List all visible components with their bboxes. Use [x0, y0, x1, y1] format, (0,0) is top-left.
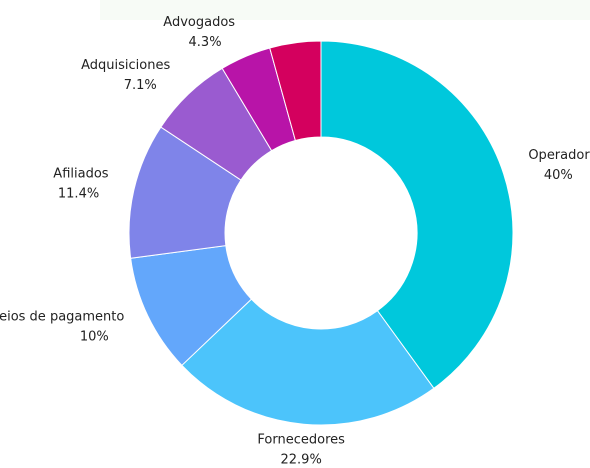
slice-value-label: 10%	[80, 330, 109, 345]
slice-label: Operadores	[528, 148, 590, 163]
slice-value-label: 22.9%	[281, 453, 322, 468]
slice-label: Advogados	[163, 15, 235, 30]
slice-value-label: 7.1%	[124, 78, 157, 93]
slice-label: Afiliados	[53, 167, 108, 182]
slice-label: Adquisiciones	[81, 58, 170, 73]
slice-value-label: 4.3%	[189, 35, 222, 50]
donut-slice	[269, 40, 322, 142]
header-band	[100, 0, 590, 20]
donut-slice	[181, 298, 435, 426]
slice-value-label: 11.4%	[58, 187, 99, 202]
slice-label: Meios de pagamento	[0, 310, 124, 325]
slice-value-label: 40%	[544, 168, 573, 183]
donut-slice	[320, 40, 514, 390]
slice-label: Fornecedores	[257, 433, 345, 448]
